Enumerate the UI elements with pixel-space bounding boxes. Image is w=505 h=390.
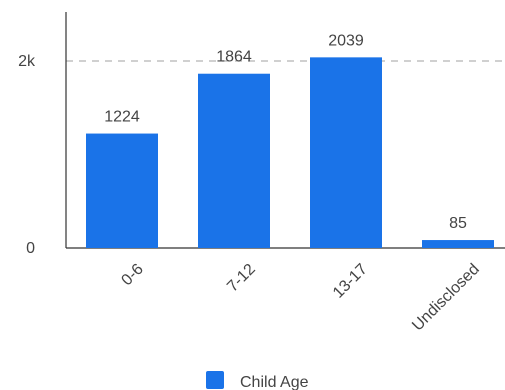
data-label: 85 (449, 215, 467, 232)
x-tick-label: 7-12 (224, 261, 259, 296)
bars (86, 57, 494, 248)
data-label: 1224 (104, 109, 140, 126)
x-tick-label: Undisclosed (409, 261, 483, 335)
legend-label: Child Age (240, 374, 309, 390)
y-tick-label: 2k (18, 53, 36, 70)
legend[interactable]: Child Age (206, 371, 309, 390)
data-label: 1864 (216, 49, 252, 66)
data-labels: 1224 1864 2039 85 (104, 32, 467, 232)
bar[interactable] (310, 57, 382, 248)
bar[interactable] (422, 240, 494, 248)
legend-swatch (206, 371, 224, 389)
data-label: 2039 (328, 32, 364, 49)
x-tick-label: 13-17 (330, 261, 371, 302)
y-axis-ticks: 0 2k (18, 53, 36, 257)
bar[interactable] (86, 133, 158, 248)
x-tick-label: 0-6 (118, 261, 146, 289)
bar[interactable] (198, 73, 270, 248)
x-axis-ticks: 0-6 7-12 13-17 Undisclosed (118, 261, 482, 335)
y-tick-label: 0 (26, 240, 35, 257)
